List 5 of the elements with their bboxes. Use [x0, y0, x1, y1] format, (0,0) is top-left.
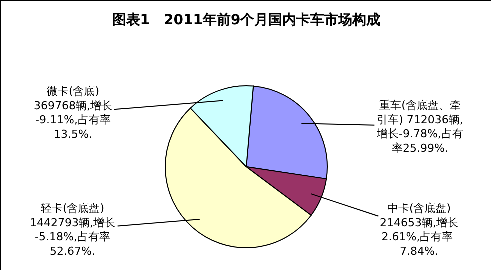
slice-label: 轻卡(含底盘)1442793辆,增长-5.18%,占有率52.67%.: [30, 202, 116, 258]
chart-title: 图表1 2011年前9个月国内卡车市场构成: [112, 11, 381, 28]
slice-label: 重车(含底盘、牵引车) 712036辆,增长-9.78%,占有率25.99%.: [376, 99, 464, 155]
slice-label: 中卡(含底盘)214653辆,增长2.61%,占有率 7.84%.: [380, 202, 458, 258]
slice-label: 微卡(含底)369768辆,增长-9.11%,占有率13.5%.: [34, 85, 112, 141]
